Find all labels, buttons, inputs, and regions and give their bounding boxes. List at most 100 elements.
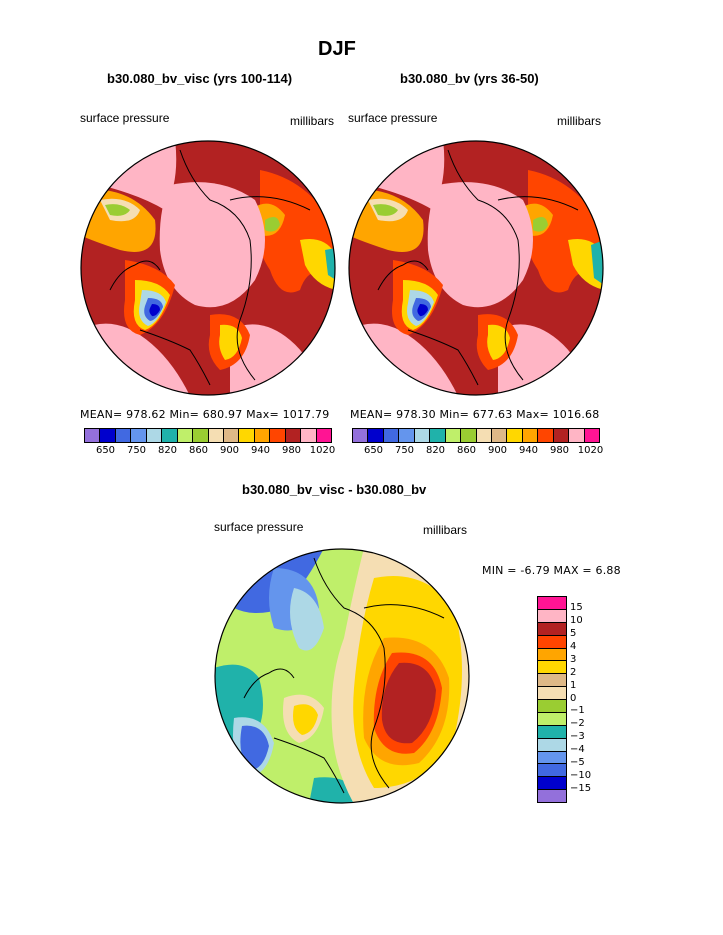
panel2-right-label: millibars bbox=[557, 114, 602, 128]
pressure-region bbox=[373, 204, 398, 216]
map-border bbox=[348, 140, 604, 396]
colorbar-swatch bbox=[368, 429, 384, 442]
colorbar-swatch bbox=[569, 429, 585, 442]
coastline bbox=[243, 557, 445, 794]
pressure-region bbox=[381, 662, 436, 744]
colorbar-swatch bbox=[538, 609, 566, 623]
panel3-colorbar-ticks: 15 10 5 4 3 2 1 0 −1 −2 −3 −4 −5 −10 −15 bbox=[570, 596, 610, 801]
colorbar-swatch bbox=[522, 429, 539, 442]
colorbar-swatch bbox=[254, 429, 271, 442]
colorbar-swatch bbox=[538, 635, 566, 649]
colorbar-tick-label: 1020 bbox=[309, 445, 336, 456]
colorbar-tick-label: 10 bbox=[570, 614, 583, 626]
panel3-left-label: surface pressure bbox=[214, 520, 304, 534]
colorbar-tick-label: −2 bbox=[570, 718, 585, 730]
colorbar-swatch bbox=[100, 429, 116, 442]
colorbar-swatch bbox=[538, 597, 566, 610]
coastline bbox=[109, 149, 311, 386]
colorbar-tick-label: 900 bbox=[487, 445, 508, 456]
colorbar-swatch bbox=[491, 429, 508, 442]
colorbar-tick-label: 820 bbox=[157, 445, 178, 456]
colorbar-tick-label: 1020 bbox=[577, 445, 604, 456]
colorbar-tick-label: 5 bbox=[570, 627, 577, 639]
colorbar-swatch bbox=[414, 429, 431, 442]
colorbar-swatch bbox=[177, 429, 194, 442]
panel3-right-label: millibars bbox=[423, 523, 468, 537]
panel3-stats: MIN = -6.79 MAX = 6.88 bbox=[482, 564, 621, 577]
colorbar-swatch bbox=[316, 429, 331, 442]
colorbar-swatch bbox=[285, 429, 302, 442]
colorbar-swatch bbox=[115, 429, 132, 442]
colorbar-tick-label: −1 bbox=[570, 705, 585, 717]
panel1-stats: MEAN= 978.62 Min= 680.97 Max= 1017.79 bbox=[80, 408, 330, 421]
colorbar-swatch bbox=[538, 725, 566, 739]
panel2-stats: MEAN= 978.30 Min= 677.63 Max= 1016.68 bbox=[350, 408, 600, 421]
colorbar-swatch bbox=[445, 429, 462, 442]
colorbar-swatch bbox=[208, 429, 224, 442]
colorbar-swatch bbox=[538, 751, 566, 765]
colorbar-swatch bbox=[223, 429, 240, 442]
colorbar-tick-label: 750 bbox=[394, 445, 415, 456]
colorbar-swatch bbox=[538, 790, 566, 802]
map-border bbox=[214, 548, 470, 804]
panel3-title: b30.080_bv_visc - b30.080_bv bbox=[242, 482, 427, 497]
colorbar-swatch bbox=[584, 429, 599, 442]
colorbar-tick-label: −3 bbox=[570, 731, 585, 743]
pressure-region bbox=[149, 304, 160, 317]
pressure-region bbox=[265, 216, 280, 232]
colorbar-swatch bbox=[430, 429, 446, 442]
pressure-region bbox=[159, 182, 265, 308]
colorbar-tick-label: 900 bbox=[219, 445, 240, 456]
colorbar-swatch bbox=[538, 429, 554, 442]
colorbar-swatch bbox=[538, 712, 566, 726]
pressure-region bbox=[293, 704, 318, 735]
colorbar-swatch bbox=[507, 429, 523, 442]
panel3-polar-map bbox=[214, 548, 470, 804]
panel3-colorbar bbox=[537, 596, 567, 803]
colorbar-swatch bbox=[553, 429, 570, 442]
colorbar-tick-label: 820 bbox=[425, 445, 446, 456]
colorbar-swatch bbox=[301, 429, 317, 442]
colorbar-tick-label: 1 bbox=[570, 679, 577, 691]
panel2-colorbar bbox=[352, 428, 600, 443]
page-title: DJF bbox=[318, 38, 356, 60]
panel1-colorbar-ticks: 650 750 820 860 900 940 980 1020 bbox=[84, 445, 335, 459]
panel2-title: b30.080_bv (yrs 36-50) bbox=[400, 71, 539, 86]
colorbar-tick-label: 15 bbox=[570, 601, 583, 613]
colorbar-tick-label: 650 bbox=[363, 445, 384, 456]
colorbar-swatch bbox=[162, 429, 178, 442]
pressure-region bbox=[219, 324, 242, 360]
colorbar-swatch bbox=[270, 429, 286, 442]
colorbar-swatch bbox=[193, 429, 209, 442]
colorbar-tick-label: 750 bbox=[126, 445, 147, 456]
panel2-left-label: surface pressure bbox=[348, 111, 438, 125]
colorbar-swatch bbox=[476, 429, 492, 442]
colorbar-tick-label: 2 bbox=[570, 666, 577, 678]
colorbar-swatch bbox=[85, 429, 101, 442]
pressure-region bbox=[487, 324, 510, 360]
coastline bbox=[377, 149, 579, 386]
pressure-region bbox=[427, 182, 533, 308]
colorbar-tick-label: 860 bbox=[456, 445, 477, 456]
colorbar-swatch bbox=[538, 622, 566, 636]
colorbar-swatch bbox=[146, 429, 163, 442]
colorbar-swatch bbox=[538, 648, 566, 662]
panel1-left-label: surface pressure bbox=[80, 111, 170, 125]
colorbar-swatch bbox=[461, 429, 477, 442]
colorbar-swatch bbox=[538, 777, 566, 791]
pressure-region bbox=[309, 777, 364, 803]
colorbar-tick-label: 940 bbox=[250, 445, 271, 456]
panel1-right-label: millibars bbox=[290, 114, 335, 128]
colorbar-tick-label: 0 bbox=[570, 692, 577, 704]
panel2-polar-map bbox=[348, 140, 604, 396]
colorbar-swatch bbox=[538, 661, 566, 675]
colorbar-tick-label: 980 bbox=[549, 445, 570, 456]
colorbar-swatch bbox=[239, 429, 255, 442]
pressure-region bbox=[533, 216, 548, 232]
pressure-region bbox=[240, 725, 269, 770]
colorbar-swatch bbox=[538, 674, 566, 688]
colorbar-swatch bbox=[383, 429, 400, 442]
colorbar-tick-label: −5 bbox=[570, 757, 585, 769]
pressure-region bbox=[290, 588, 324, 651]
colorbar-tick-label: 940 bbox=[518, 445, 539, 456]
